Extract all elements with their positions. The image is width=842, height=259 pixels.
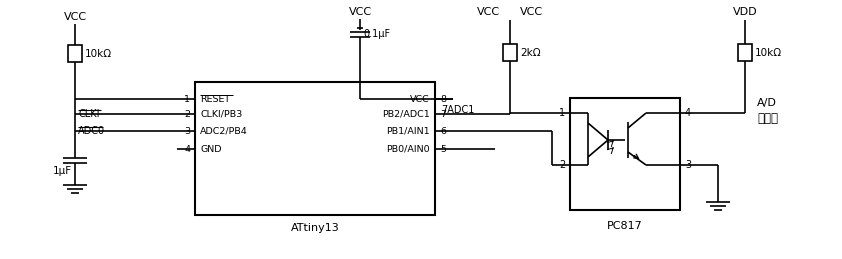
Text: PB1/AIN1: PB1/AIN1 — [386, 126, 430, 135]
Text: 2: 2 — [559, 160, 565, 170]
Text: 1μF: 1μF — [53, 166, 72, 176]
Text: ATtiny13: ATtiny13 — [290, 223, 339, 233]
Text: 2: 2 — [184, 110, 190, 119]
Text: 10kΩ: 10kΩ — [85, 48, 112, 59]
Text: 10kΩ: 10kΩ — [755, 47, 782, 57]
Text: PB0/AIN0: PB0/AIN0 — [386, 145, 430, 154]
Text: VDD: VDD — [733, 7, 757, 17]
Text: GND: GND — [200, 145, 221, 154]
Text: VCC: VCC — [410, 95, 430, 104]
Text: CLKI: CLKI — [78, 109, 99, 119]
Bar — [503, 44, 517, 61]
Text: 7ADC1: 7ADC1 — [441, 105, 474, 115]
Text: CLKI/PB3: CLKI/PB3 — [200, 110, 242, 119]
Bar — [570, 98, 680, 210]
Text: ADC0: ADC0 — [78, 126, 105, 136]
Text: 0.1μF: 0.1μF — [363, 29, 390, 39]
Text: 8: 8 — [440, 95, 446, 104]
Text: 1: 1 — [559, 108, 565, 118]
Text: ADC2/PB4: ADC2/PB4 — [200, 126, 248, 135]
Text: 7: 7 — [440, 110, 446, 119]
Bar — [195, 82, 435, 215]
Text: A/D: A/D — [757, 98, 777, 108]
Text: 6: 6 — [440, 126, 446, 135]
Text: 4: 4 — [184, 145, 190, 154]
Text: 5: 5 — [440, 145, 446, 154]
Bar — [68, 45, 82, 62]
Text: PB2/ADC1: PB2/ADC1 — [382, 110, 430, 119]
Text: 3: 3 — [184, 126, 190, 135]
Text: VCC: VCC — [349, 7, 371, 17]
Text: 4: 4 — [685, 108, 691, 118]
Text: 2kΩ: 2kΩ — [520, 47, 541, 57]
Text: PC817: PC817 — [607, 221, 643, 231]
Text: 转换值: 转换值 — [757, 112, 778, 125]
Bar — [738, 44, 752, 61]
Text: VCC: VCC — [63, 12, 87, 22]
Text: VCC: VCC — [477, 7, 500, 17]
Text: VCC: VCC — [520, 7, 543, 17]
Text: 1: 1 — [184, 95, 190, 104]
Text: 3: 3 — [685, 160, 691, 170]
Text: RESET: RESET — [200, 95, 230, 104]
